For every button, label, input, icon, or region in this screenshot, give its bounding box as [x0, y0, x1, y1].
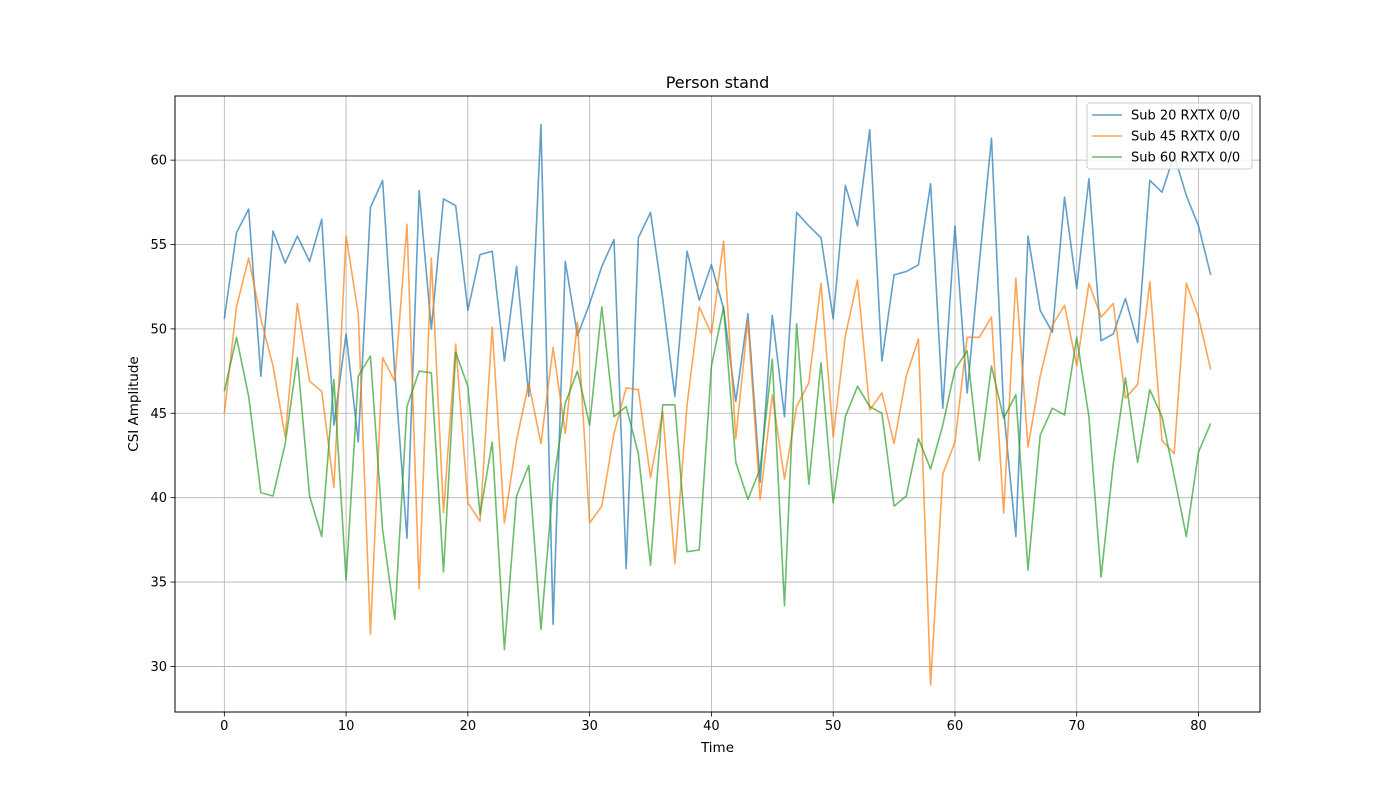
x-tick-label: 10 — [338, 719, 355, 734]
y-tick-label: 55 — [150, 238, 167, 253]
y-tick-label: 50 — [150, 322, 167, 337]
legend-label-2: Sub 45 RXTX 0/0 — [1131, 130, 1240, 145]
legend-box — [1086, 102, 1253, 170]
y-axis-label: CSI Amplitude — [126, 356, 142, 451]
x-tick-label: 40 — [703, 719, 720, 734]
x-tick-label: 30 — [581, 719, 598, 734]
legend-label-3: Sub 60 RXTX 0/0 — [1131, 151, 1240, 166]
x-tick-label: 80 — [1190, 719, 1207, 734]
x-tick-label: 70 — [1068, 719, 1085, 734]
x-tick-label: 0 — [220, 719, 228, 734]
series-lines — [223, 123, 1212, 686]
x-axis-label: Time — [700, 740, 734, 756]
series-line-2 — [223, 223, 1212, 686]
plot-frame — [174, 95, 1261, 713]
y-tick-label: 35 — [150, 576, 167, 591]
y-tick-label: 40 — [150, 491, 167, 506]
y-tick-label: 60 — [150, 154, 167, 169]
chart-title: Person stand — [666, 73, 770, 92]
series-line-3 — [223, 306, 1212, 651]
legend-label-1: Sub 20 RXTX 0/0 — [1131, 109, 1240, 124]
y-tick-label: 30 — [150, 660, 167, 675]
grid — [175, 96, 1260, 712]
x-tick-label: 20 — [460, 719, 477, 734]
axis-ticks: 0 10 20 30 40 50 60 70 80 30 35 40 45 50 55 60 — [150, 154, 1206, 734]
x-tick-label: 60 — [947, 719, 964, 734]
y-tick-label: 45 — [150, 407, 167, 422]
legend: Sub 20 RXTX 0/0 Sub 45 RXTX 0/0 Sub 60 RXT… — [1086, 102, 1253, 170]
x-tick-label: 50 — [825, 719, 842, 734]
